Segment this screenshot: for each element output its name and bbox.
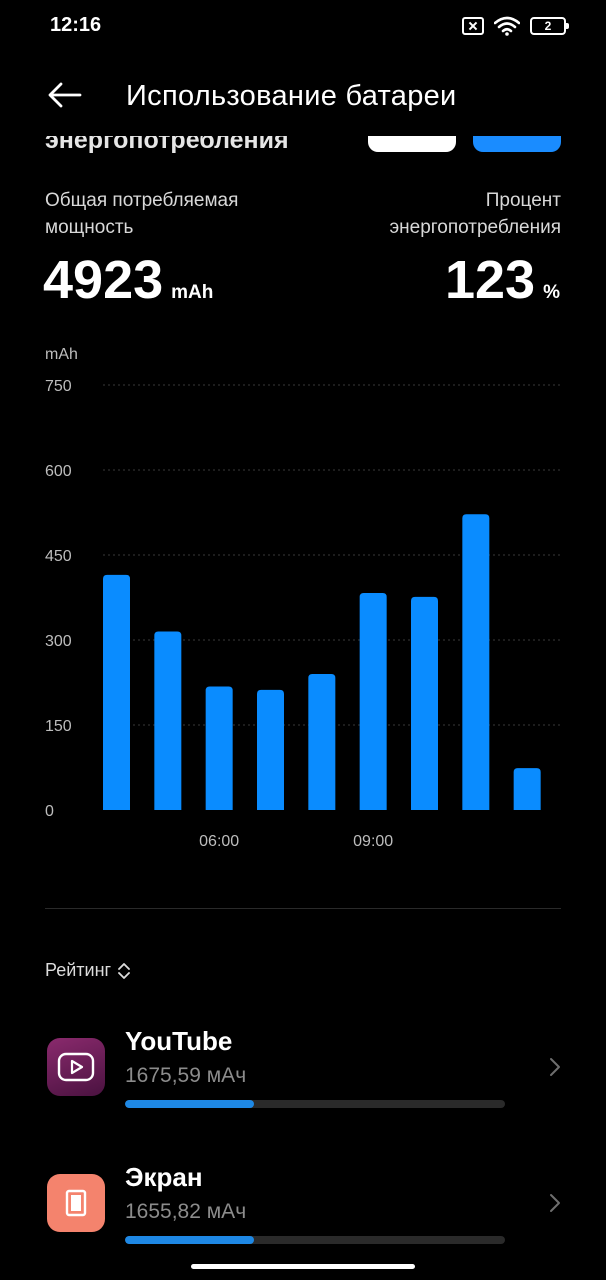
chart-bar [257,689,284,810]
youtube-app-icon [47,1038,105,1096]
scrolled-section: энергопотребления [0,136,606,176]
no-sim-icon [462,17,484,35]
app-usage-bar [125,1236,505,1244]
app-usage-bar-fill [125,1100,255,1108]
play-icon [57,1052,95,1082]
y-tick-label: 750 [45,378,72,395]
battery-icon: 2 [530,17,569,35]
page-title: Использование батареи [126,80,457,112]
usage-bar-chart: mAh 0 150 300 450 600 750 06:00 09:00 [45,346,561,850]
percent-consumption-label: Процент энергопотребления [389,190,561,238]
percent-value: 123 [444,250,536,310]
wifi-icon [494,16,520,36]
percent-unit: % [543,282,560,303]
y-tick-label: 600 [45,463,72,480]
period-toggle-option-2[interactable] [473,136,561,152]
section-label: энергопотребления [45,136,289,154]
y-axis-unit-label: mAh [45,346,78,363]
y-tick-label: 0 [45,803,54,820]
y-tick-label: 150 [45,718,72,735]
total-consumption-label: Общая потребляемая мощность [45,190,239,238]
chart-bar [308,674,336,810]
app-name: Экран [125,1162,203,1192]
chart-bar [359,592,387,810]
chart-bar [462,514,490,810]
chart-bar [154,631,182,810]
percent-consumption-value: 123% [445,250,560,323]
back-arrow-icon[interactable] [46,78,84,112]
sort-selector[interactable]: Рейтинг [45,960,131,981]
chevron-right-icon [550,1058,560,1076]
period-toggle-option-1[interactable] [368,136,456,152]
list-item-youtube[interactable]: YouTube 1675,59 мАч [0,1026,606,1136]
status-time: 12:16 [50,14,102,36]
divider [45,908,561,909]
chart-bar [513,768,541,810]
chart-bar [205,686,233,810]
sort-label: Рейтинг [45,960,112,980]
app-usage: 1655,82 мАч [125,1200,247,1223]
y-tick-label: 450 [45,548,72,565]
total-consumption-value: 4923 mAh [43,250,213,323]
app-name: YouTube [125,1026,233,1056]
status-icons: 2 [462,16,569,36]
chevron-right-icon [550,1194,560,1212]
app-usage-bar-fill [125,1236,255,1244]
x-tick-label: 06:00 [199,833,239,850]
sort-arrows-icon [118,962,130,979]
total-value: 4923 [43,250,164,310]
home-indicator[interactable] [191,1264,415,1269]
header: Использование батареи [0,66,606,126]
chart-bar [103,574,130,810]
chart-bar [411,596,438,810]
status-bar: 12:16 2 [0,0,606,54]
app-usage-bar [125,1100,505,1108]
phone-icon [65,1189,87,1217]
y-tick-label: 300 [45,633,72,650]
battery-level: 2 [544,19,552,33]
app-usage: 1675,59 мАч [125,1064,247,1087]
screen-app-icon [47,1174,105,1232]
list-item-screen[interactable]: Экран 1655,82 мАч [0,1162,606,1272]
total-unit: mAh [171,282,214,303]
x-tick-label: 09:00 [353,833,393,850]
